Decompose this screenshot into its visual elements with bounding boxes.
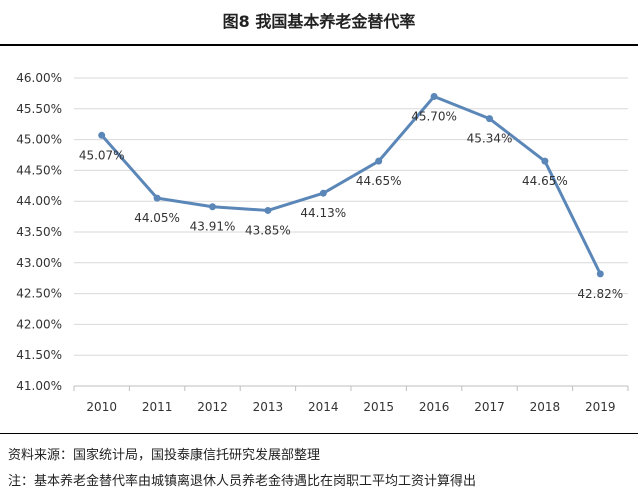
data-label: 43.91% — [190, 220, 236, 234]
data-label: 45.34% — [467, 132, 513, 146]
data-point — [98, 131, 106, 139]
x-tick-label: 2014 — [308, 400, 339, 414]
data-label: 44.65% — [522, 174, 568, 188]
series-line-path — [100, 94, 602, 276]
data-label: 44.65% — [356, 174, 402, 188]
data-point — [596, 270, 604, 278]
y-tick-label: 42.00% — [16, 317, 62, 331]
data-point — [264, 206, 272, 214]
grid-lines — [74, 77, 628, 356]
y-tick-label: 43.50% — [16, 225, 62, 239]
data-points — [98, 92, 604, 278]
y-tick-label: 41.50% — [16, 348, 62, 362]
x-tick-label: 2018 — [530, 400, 561, 414]
source-note: 资料来源：国家统计局，国投泰康信托研究发展部整理 — [8, 448, 321, 463]
data-point — [486, 115, 493, 123]
data-point — [209, 203, 216, 211]
y-tick-label: 41.00% — [16, 379, 62, 393]
x-tick-label: 2012 — [197, 400, 228, 414]
bottom-rule — [0, 433, 638, 434]
data-label: 42.82% — [577, 287, 623, 301]
data-label: 44.13% — [300, 206, 346, 220]
y-tick-labels: 41.00% 41.50% 42.00% 42.50% 43.00% 43.50% 44.0… — [16, 71, 62, 393]
y-tick-label: 45.00% — [16, 133, 62, 147]
x-tick-label: 2015 — [363, 400, 394, 414]
data-label: 45.07% — [79, 148, 125, 162]
y-tick-label: 42.50% — [16, 287, 62, 301]
data-point — [375, 157, 383, 165]
y-tick-label: 44.50% — [16, 163, 62, 177]
x-tick-label: 2011 — [142, 400, 173, 414]
y-tick-label: 45.50% — [16, 102, 62, 116]
x-tick-label: 2010 — [86, 400, 117, 414]
data-point — [319, 189, 327, 197]
data-point — [541, 157, 549, 165]
x-tick-label: 2016 — [419, 400, 450, 414]
x-tick-label: 2019 — [585, 400, 616, 414]
footnote: 注：基本养老金替代率由城镇离退休人员养老金待遇比在岗职工平均工资计算得出 — [8, 474, 477, 489]
x-tick-label: 2013 — [253, 400, 284, 414]
x-tick-label: 2017 — [474, 400, 505, 414]
line-chart: 41.00% 41.50% 42.00% 42.50% 43.00% 43.50% 44.0… — [16, 71, 629, 414]
y-tick-label: 43.00% — [16, 256, 62, 270]
axes — [73, 385, 629, 391]
chart-title: 图8 我国基本养老金替代率 — [222, 12, 416, 31]
data-label: 45.70% — [411, 109, 457, 123]
y-tick-label: 44.00% — [16, 194, 62, 208]
data-point — [430, 92, 438, 100]
data-label: 44.05% — [134, 211, 180, 225]
data-point — [153, 194, 161, 202]
data-label: 43.85% — [245, 223, 291, 237]
data-labels: 45.07% 44.05% 43.91% 43.85% 44.13% 44.65% 45.7… — [79, 109, 623, 300]
top-rule — [0, 44, 638, 46]
y-tick-label: 46.00% — [16, 71, 62, 85]
x-tick-labels: 2010 2011 2012 2013 2014 2015 2016 2017 2018 2019 — [86, 400, 615, 414]
series-line — [100, 94, 602, 276]
